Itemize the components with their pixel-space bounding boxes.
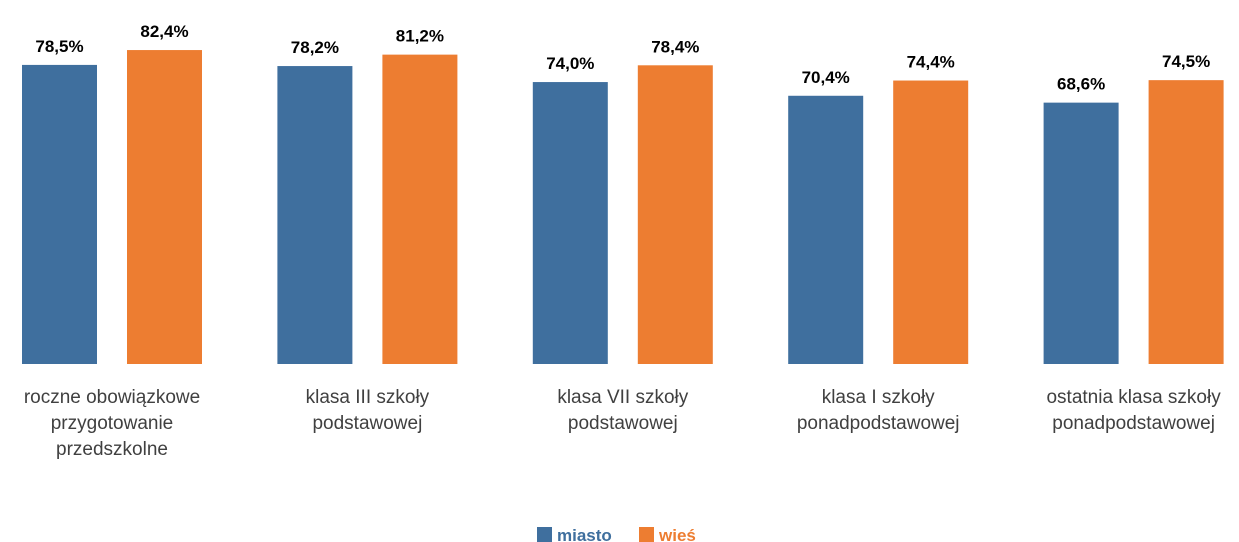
category-label-3-line-0: klasa I szkoły (822, 387, 935, 408)
bar-wies-2 (637, 65, 713, 365)
legend: miasto wieś (537, 526, 696, 542)
legend-swatch-miasto (537, 527, 552, 542)
legend-label-wies: wieś (658, 526, 696, 542)
category-labels-layer: roczne obowiązkowe przygotowanie przedszko… (24, 387, 1221, 460)
category-label-0-line-0: roczne obowiązkowe (24, 387, 200, 408)
value-label-miasto-4: 68,6% (1057, 75, 1105, 94)
bars-layer (22, 50, 1224, 365)
category-label-2-line-0: klasa VII szkoły (557, 387, 688, 408)
category-label-0-line-1: przygotowanie (51, 413, 174, 434)
category-label-0-line-2: przedszkolne (56, 439, 168, 460)
bar-miasto-4 (1043, 102, 1119, 364)
bar-miasto-3 (788, 95, 864, 364)
value-label-wies-1: 81,2% (396, 27, 444, 46)
category-label-4-line-1: ponadpodstawowej (1052, 413, 1215, 434)
value-label-wies-0: 82,4% (140, 22, 188, 41)
legend-swatch-wies (639, 527, 654, 542)
value-label-wies-4: 74,5% (1162, 52, 1210, 71)
bar-miasto-1 (277, 66, 353, 365)
category-label-1-line-1: podstawowej (312, 413, 422, 434)
value-label-miasto-1: 78,2% (291, 38, 339, 57)
category-label-4-line-0: ostatnia klasa szkoły (1046, 387, 1221, 408)
value-labels-layer: 78,5% 82,4% 78,2% 81,2% 74,0% 78,4% 70,4% 74,4%… (35, 22, 1210, 94)
value-label-wies-3: 74,4% (907, 53, 955, 72)
category-label-1-line-0: klasa III szkoły (306, 387, 430, 408)
bar-wies-1 (382, 54, 458, 365)
value-label-miasto-3: 70,4% (802, 68, 850, 87)
value-label-miasto-2: 74,0% (546, 54, 594, 73)
bar-miasto-2 (532, 82, 608, 364)
value-label-miasto-0: 78,5% (35, 37, 83, 56)
bar-wies-0 (127, 50, 202, 364)
value-label-wies-2: 78,4% (651, 37, 699, 56)
bar-wies-4 (1148, 80, 1224, 364)
category-label-2-line-1: podstawowej (568, 413, 678, 434)
bar-miasto-0 (22, 64, 97, 364)
legend-label-miasto: miasto (557, 526, 612, 542)
category-label-3-line-1: ponadpodstawowej (797, 413, 960, 434)
bar-wies-3 (893, 80, 969, 364)
